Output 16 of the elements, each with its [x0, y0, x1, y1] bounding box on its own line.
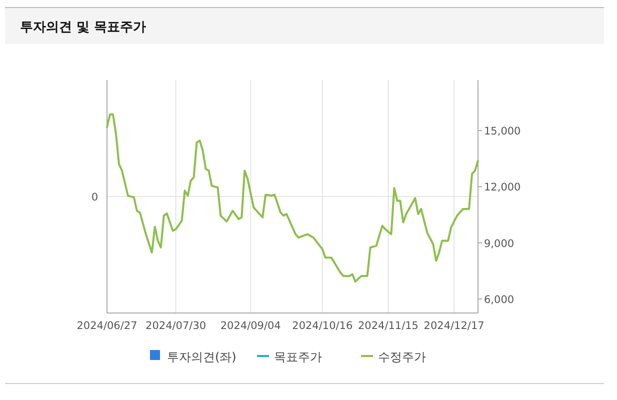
legend-label: 목표주가: [274, 350, 322, 364]
y2-tick-label: 9,000: [484, 238, 514, 250]
y2-tick-label: 12,000: [484, 182, 521, 194]
chart-title: 투자의견 및 목표주가: [20, 20, 146, 35]
legend-label: 투자의견(좌): [167, 350, 236, 364]
x-tick-label: 2024/10/16: [292, 320, 353, 332]
x-tick-label: 2024/07/30: [146, 320, 206, 332]
legend-label: 수정주가: [378, 350, 426, 364]
x-tick-label: 2024/11/15: [358, 320, 419, 332]
text: 0: [91, 192, 98, 204]
line-series: [106, 113, 479, 283]
y2-tick-label: 6,000: [484, 294, 514, 306]
x-tick-label: 2024/09/04: [220, 320, 282, 332]
x-tick-label: 2024/06/27: [76, 320, 138, 332]
x-tick-label: 2024/12/17: [424, 320, 484, 332]
y2-tick-label: 15,000: [484, 126, 521, 138]
